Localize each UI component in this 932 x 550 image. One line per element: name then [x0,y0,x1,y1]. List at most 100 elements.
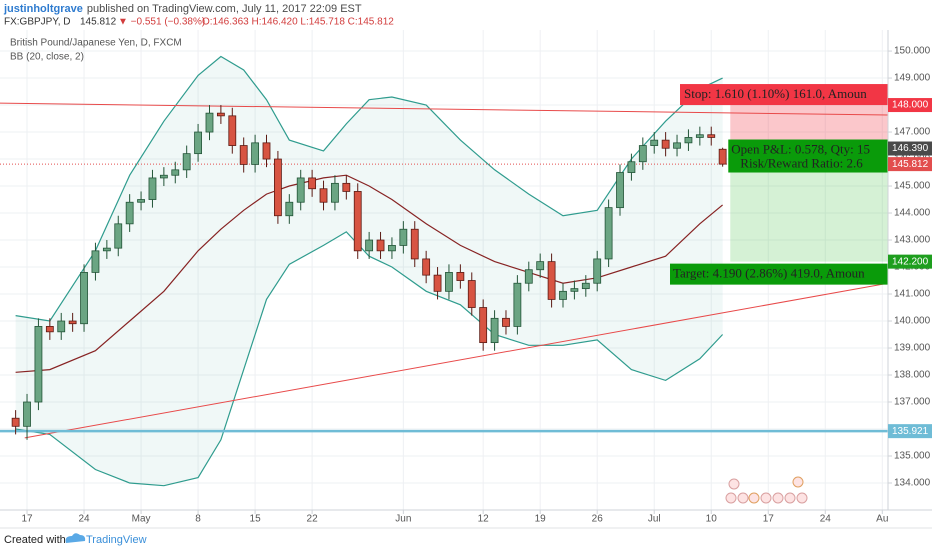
candle-body [388,245,396,252]
x-tick-label: 17 [763,514,775,525]
candle-body [11,417,20,427]
trend-line [0,102,888,116]
candle-body [376,239,385,252]
candle-body [433,274,442,292]
stop-label-box [680,84,888,106]
candle-body [34,326,43,403]
candle-body [148,177,157,200]
price-marker [888,424,932,439]
candle-body [570,288,579,292]
price-marker [888,254,932,269]
candle-body [262,142,271,160]
y-tick-label: 134.000 [894,478,931,489]
y-tick-label: 139.000 [894,343,931,354]
x-tick-label: Jul [648,514,661,525]
candle-body [137,199,145,203]
target-label-box [670,263,888,285]
candle-body [422,258,431,276]
y-tick-label: 135.000 [894,451,931,462]
candle-body [365,239,374,252]
candle-body [80,272,88,325]
candle-body [159,174,168,179]
band-upper [15,55,723,322]
candle-body [604,207,613,260]
candle-body [239,145,248,165]
candle-body [536,261,545,271]
candle-body [410,228,419,260]
candle-body [331,182,339,203]
candle-body [593,258,602,284]
candle-body [502,317,510,327]
candle-body [308,177,317,190]
candle-body [673,142,681,149]
candle-body [627,161,636,173]
candle-body [342,182,351,192]
footer-logo [65,533,86,543]
candle-body [23,401,31,427]
footer-brand[interactable]: TradingView [86,534,147,546]
candle-body [353,191,362,252]
price-marker [888,98,932,113]
candle-body [102,247,111,252]
x-tick-label: Jun [395,514,411,525]
x-tick-label: 15 [250,514,262,525]
candle-body [57,320,66,333]
price-marker-label: 145.812 [892,159,929,170]
ohlc: O:146.363 H:146.420 L:145.718 C:145.812 [202,17,394,28]
price-marker [888,157,932,172]
y-tick-label: 147.000 [894,127,931,138]
candle-body [251,142,259,165]
candle-body [205,112,214,133]
x-tick-label: 8 [195,514,201,525]
rr-label: Risk/Reward Ratio: 2.6 [740,155,863,170]
candle-body [171,169,180,176]
candle-body [513,282,522,327]
candle-body [718,148,727,165]
x-tick-label: 12 [478,514,490,525]
band-basis [15,174,723,373]
candle-body [524,269,533,284]
x-tick-label: 24 [78,514,90,525]
y-tick-label: 145.000 [894,181,931,192]
trend-line [24,282,888,439]
price-marker-label: 135.921 [892,426,929,437]
indicator-label: BB (20, close, 2) [10,52,84,63]
candle-body [68,320,77,325]
published-note: published on TradingView.com, July 11, 2… [87,3,362,15]
candle-body [285,201,294,217]
candle-body [296,177,305,203]
candle-body [707,134,716,138]
candle-body [490,317,499,344]
candle-body [650,139,659,146]
price-marker-label: 146.390 [892,143,929,154]
axes: 134.000135.000136.000137.000138.000139.0… [21,46,932,525]
candle-body [616,172,624,209]
y-tick-label: 143.000 [894,235,931,246]
x-tick-label: Au [876,514,888,525]
price-marker-label: 142.200 [892,256,929,267]
price-marker [888,141,932,156]
y-tick-label: 137.000 [894,397,931,408]
candle-body [559,290,567,300]
y-tick-label: 149.000 [894,73,931,84]
y-tick-label: 140.000 [894,316,931,327]
candle-body [125,201,134,225]
candle-body [638,145,647,163]
event-flags [725,476,808,504]
candle-body [114,223,123,249]
price-marker-label: 148.000 [892,100,929,111]
candle-body [194,131,202,155]
candle-body [228,115,237,146]
x-tick-label: 22 [307,514,319,525]
price-change: ▼ −0.551 (−0.38%) [118,17,205,28]
pnl-label: Open P&L: 0.578, Qty: 15 [731,141,870,156]
chart-title: British Pound/Japanese Yen, D, FXCM [10,38,182,49]
author[interactable]: justinholtgrave [3,3,83,15]
candle-body [445,272,453,292]
candle-body [274,158,282,217]
x-tick-label: 26 [592,514,604,525]
candle-body [182,153,191,171]
x-tick-label: 17 [21,514,33,525]
